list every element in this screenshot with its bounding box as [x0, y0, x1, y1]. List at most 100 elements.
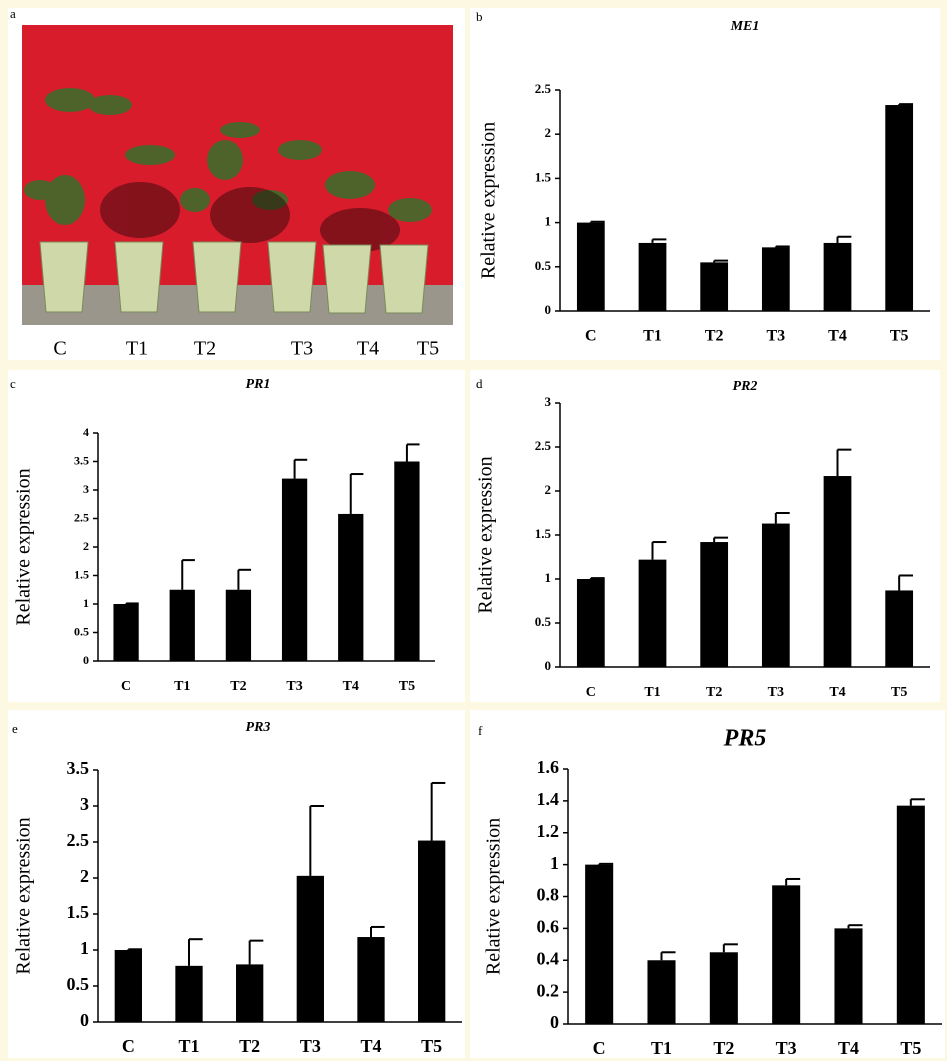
- x-tick-label: T2: [705, 328, 724, 345]
- y-tick-label: 2.5: [535, 81, 552, 96]
- y-tick-label: 0: [80, 1010, 89, 1030]
- panel-label: e: [12, 721, 18, 736]
- x-tick-label: C: [585, 328, 597, 345]
- bar: [175, 966, 202, 1022]
- y-tick-label: 0: [83, 653, 89, 667]
- bar: [762, 524, 790, 667]
- y-tick-label: 2.5: [74, 510, 89, 524]
- bar: [700, 262, 728, 311]
- panel-label: f: [478, 723, 483, 738]
- x-tick-label: T5: [399, 679, 415, 694]
- x-tick-label: T4: [360, 1036, 381, 1056]
- panel-label: b: [476, 9, 483, 24]
- y-tick-label: 0.6: [537, 917, 560, 937]
- y-tick-label: 2.5: [535, 438, 552, 453]
- bar: [297, 876, 324, 1022]
- y-axis-label: Relative expression: [13, 817, 35, 974]
- y-tick-label: 2: [80, 866, 89, 886]
- x-tick-label: T4: [829, 685, 845, 700]
- photo-label: T5: [417, 338, 439, 360]
- bar: [338, 514, 363, 661]
- y-tick-label: 3: [545, 394, 552, 409]
- bar: [113, 604, 138, 661]
- bar: [772, 885, 800, 1024]
- bar: [236, 964, 263, 1022]
- bar: [824, 476, 852, 667]
- bar: [639, 560, 667, 667]
- y-tick-label: 1.5: [67, 902, 90, 922]
- figure: a b c d e f C T1 T2 T3 T4 T5 ME1Relative…: [0, 0, 947, 1061]
- panel-label: c: [10, 376, 16, 391]
- panel-label: a: [10, 6, 16, 21]
- bar: [577, 223, 605, 311]
- bar: [885, 590, 913, 667]
- photo-label: T4: [357, 338, 379, 360]
- y-tick-label: 0.5: [74, 624, 89, 638]
- y-axis-label: Relative expression: [478, 122, 500, 279]
- y-tick-label: 2: [545, 125, 552, 140]
- chart-title: PR5: [723, 726, 767, 752]
- bar: [897, 806, 925, 1024]
- y-tick-label: 3.5: [74, 453, 89, 467]
- x-tick-label: T3: [300, 1036, 321, 1056]
- photo-label: C: [53, 338, 66, 360]
- x-tick-label: T1: [651, 1038, 672, 1058]
- x-tick-label: T4: [828, 328, 847, 345]
- bar: [577, 579, 605, 667]
- y-tick-label: 4: [83, 425, 89, 439]
- y-tick-label: 1: [545, 570, 552, 585]
- bar: [700, 542, 728, 667]
- bar: [282, 479, 307, 661]
- chart-title: PR2: [733, 379, 758, 394]
- x-tick-label: C: [122, 1036, 135, 1056]
- x-tick-label: T2: [239, 1036, 260, 1056]
- y-axis-label: Relative expression: [483, 818, 505, 975]
- y-tick-label: 2: [545, 482, 552, 497]
- x-tick-label: T5: [900, 1038, 921, 1058]
- x-tick-label: T2: [713, 1038, 734, 1058]
- bar: [585, 865, 613, 1024]
- x-tick-label: T5: [890, 328, 909, 345]
- panel-label: d: [476, 376, 483, 391]
- bar: [834, 928, 862, 1024]
- bar: [170, 590, 195, 661]
- y-tick-label: 3: [80, 794, 89, 814]
- y-tick-label: 1: [550, 853, 559, 873]
- bar: [885, 105, 913, 311]
- y-tick-label: 0.4: [537, 948, 560, 968]
- bar: [394, 462, 419, 662]
- x-tick-label: C: [586, 685, 596, 700]
- x-tick-label: T2: [706, 685, 722, 700]
- bar: [418, 841, 445, 1022]
- y-tick-label: 0.8: [537, 885, 560, 905]
- y-tick-label: 1: [80, 938, 89, 958]
- x-tick-label: T1: [178, 1036, 199, 1056]
- y-axis-label: Relative expression: [13, 468, 35, 625]
- y-tick-label: 1.5: [535, 169, 552, 184]
- x-tick-label: T1: [643, 328, 662, 345]
- photo-label: T3: [291, 338, 313, 360]
- x-tick-label: T3: [768, 685, 784, 700]
- y-axis-label: Relative expression: [475, 456, 497, 613]
- bar: [762, 247, 790, 311]
- y-tick-label: 1: [83, 596, 89, 610]
- y-tick-label: 1.5: [74, 567, 89, 581]
- y-tick-label: 2.5: [67, 830, 90, 850]
- x-tick-label: C: [121, 679, 131, 694]
- photo-label: T1: [126, 338, 148, 360]
- y-tick-label: 0: [545, 658, 552, 673]
- y-tick-label: 3.5: [67, 758, 90, 778]
- y-tick-label: 1.2: [537, 821, 560, 841]
- bar: [647, 960, 675, 1024]
- bar: [226, 590, 251, 661]
- y-tick-label: 0: [545, 302, 552, 317]
- y-tick-label: 0.5: [535, 614, 552, 629]
- bar: [639, 243, 667, 311]
- bar: [824, 243, 852, 311]
- x-tick-label: T3: [286, 679, 302, 694]
- x-tick-label: T4: [838, 1038, 859, 1058]
- y-tick-label: 3: [83, 482, 89, 496]
- y-tick-label: 0.2: [537, 980, 560, 1000]
- y-tick-label: 1.5: [535, 526, 552, 541]
- photo: [22, 25, 453, 325]
